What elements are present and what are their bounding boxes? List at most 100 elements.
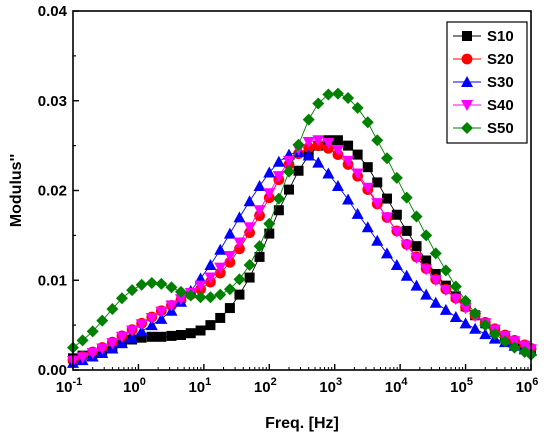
data-point — [96, 314, 109, 327]
data-point — [429, 275, 442, 287]
x-tick-exponent: 4 — [401, 376, 408, 388]
legend-marker — [461, 53, 473, 65]
data-point — [272, 171, 285, 183]
x-tick-base: 10 — [450, 379, 467, 396]
data-point — [243, 222, 256, 234]
data-point — [322, 88, 335, 101]
x-tick-exponent: 5 — [467, 376, 473, 388]
data-point — [155, 306, 168, 318]
data-point — [331, 180, 344, 192]
data-point — [106, 302, 119, 315]
data-point — [263, 188, 276, 200]
data-point — [479, 328, 492, 340]
x-tick-label: 10-1 — [56, 376, 82, 396]
data-point — [145, 312, 158, 324]
data-point — [479, 319, 492, 332]
data-point — [135, 319, 148, 331]
y-tick-label: 0.04 — [38, 3, 68, 20]
data-point — [361, 182, 374, 194]
data-point — [391, 209, 402, 220]
series-s50 — [67, 87, 537, 361]
data-point — [312, 135, 325, 147]
data-point — [459, 294, 472, 307]
data-point — [332, 135, 343, 146]
data-point — [194, 280, 207, 292]
legend-item: S10 — [453, 28, 514, 45]
data-point — [343, 140, 354, 151]
legend-marker — [461, 122, 473, 134]
data-point — [175, 329, 186, 340]
data-point — [184, 289, 197, 302]
data-point — [273, 205, 284, 216]
data-point — [244, 272, 255, 283]
data-point — [342, 92, 355, 105]
data-point — [469, 322, 482, 334]
data-point — [115, 331, 128, 343]
x-tick-base: 10 — [385, 379, 402, 396]
data-point — [272, 192, 285, 205]
data-point — [155, 277, 168, 290]
data-point — [302, 149, 315, 161]
x-tick-label: 103 — [319, 376, 342, 396]
x-tick-base: 10 — [123, 379, 140, 396]
data-point — [410, 210, 423, 223]
data-point — [312, 156, 325, 168]
x-tick-label: 106 — [516, 376, 539, 396]
series-s30 — [67, 145, 537, 368]
x-tick-base: 10 — [319, 379, 336, 396]
data-point — [420, 288, 433, 300]
data-point — [410, 252, 423, 264]
data-point — [390, 226, 403, 238]
data-point — [264, 228, 275, 239]
data-point — [135, 325, 148, 337]
y-tick-label: 0.01 — [38, 272, 67, 289]
data-point — [439, 303, 452, 315]
x-tick-base: 10 — [516, 379, 533, 396]
y-tick-label: 0.03 — [38, 93, 67, 110]
legend-item: S40 — [453, 97, 514, 114]
data-point — [449, 280, 462, 293]
data-point — [449, 311, 462, 323]
data-point — [214, 288, 227, 301]
data-point — [165, 300, 178, 312]
data-point — [126, 325, 139, 337]
legend-marker — [461, 76, 473, 87]
data-point — [390, 171, 403, 184]
data-point — [351, 207, 364, 219]
data-point — [331, 145, 344, 157]
data-point — [420, 229, 433, 242]
data-point — [224, 303, 235, 314]
data-point — [302, 137, 315, 149]
legend-label: S10 — [487, 28, 514, 45]
data-point — [174, 285, 187, 298]
data-point — [253, 240, 266, 253]
x-tick-label: 101 — [188, 376, 211, 396]
data-point — [342, 193, 355, 205]
data-point — [86, 347, 99, 359]
data-point — [371, 234, 384, 246]
data-point — [331, 87, 344, 100]
data-point — [214, 243, 227, 255]
data-point — [254, 251, 265, 262]
data-point — [429, 247, 442, 260]
data-point — [166, 330, 177, 341]
data-point — [86, 325, 99, 338]
x-tick-exponent: 1 — [205, 376, 211, 388]
data-point — [146, 331, 157, 342]
data-point — [282, 165, 295, 178]
x-tick-exponent: 2 — [271, 376, 277, 388]
x-tick-base: 10 — [254, 379, 271, 396]
data-point — [411, 241, 422, 252]
data-point — [234, 289, 245, 300]
x-tick-label: 102 — [254, 376, 277, 396]
data-point — [126, 331, 139, 343]
data-point — [410, 279, 423, 291]
legend-label: S40 — [487, 97, 514, 114]
data-point — [106, 338, 119, 350]
x-tick-base: 10 — [56, 379, 73, 396]
data-point — [204, 258, 217, 270]
data-point — [292, 138, 305, 151]
data-point — [76, 352, 89, 364]
data-point — [96, 343, 109, 355]
